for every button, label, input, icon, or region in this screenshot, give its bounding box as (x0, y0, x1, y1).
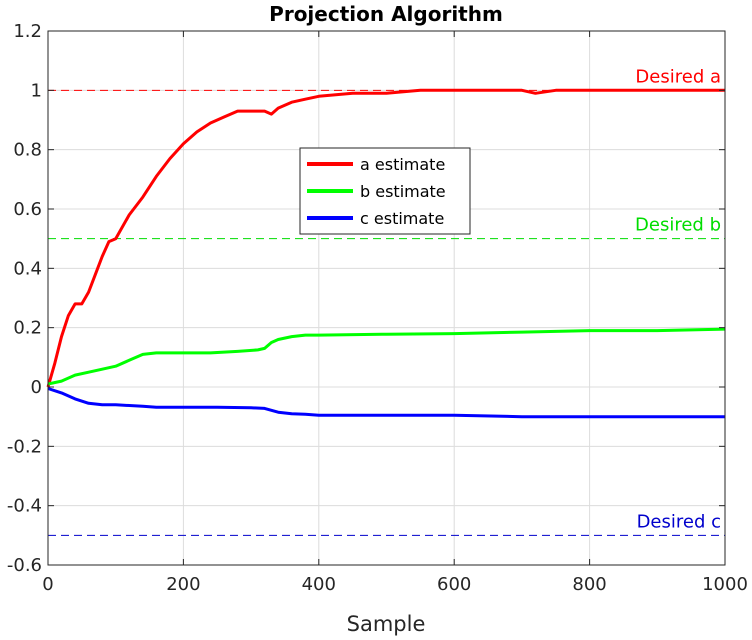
chart-title: Projection Algorithm (269, 2, 503, 26)
y-tick-label: -0.4 (7, 496, 42, 517)
legend: a estimate b estimate c estimate (299, 147, 471, 235)
y-tick-label: 0.2 (13, 318, 42, 339)
x-tick-label: 1000 (702, 574, 748, 595)
series-lines (46, 88, 726, 419)
y-tick-label: 0.6 (13, 199, 42, 220)
x-tick-label: 400 (302, 574, 336, 595)
x-axis-label: Sample (347, 612, 426, 636)
y-tick-label: 0.4 (13, 258, 42, 279)
grid-lines (48, 31, 725, 565)
legend-label: c estimate (360, 209, 444, 228)
legend-label: b estimate (360, 182, 446, 201)
y-tick-label: 1 (31, 80, 42, 101)
legend-label: a estimate (360, 155, 445, 174)
y-tick-label: -0.2 (7, 436, 42, 457)
reference-line-label: Desired a (635, 66, 721, 87)
x-tick-label: 200 (166, 574, 200, 595)
y-tick-label: 1.2 (13, 21, 42, 42)
reference-line-label: Desired c (637, 511, 721, 532)
plot-frame (47, 30, 726, 566)
plot-area (48, 31, 725, 565)
x-tick-label: 0 (42, 574, 53, 595)
x-tick-label: 800 (572, 574, 606, 595)
series-line (46, 88, 725, 388)
x-axis-ticks: 0 200 400 600 800 1000 (42, 31, 748, 595)
reference-line-label: Desired b (635, 215, 721, 236)
y-tick-label: -0.6 (7, 555, 42, 576)
x-tick-label: 600 (437, 574, 471, 595)
series-line (47, 327, 726, 386)
y-tick-label: 0 (31, 377, 42, 398)
y-tick-label: 0.8 (13, 140, 42, 161)
y-axis-ticks: -0.6 -0.4 -0.2 0 0.2 0.4 0.6 0.8 1 1.2 (7, 21, 725, 576)
series-line (47, 387, 725, 419)
